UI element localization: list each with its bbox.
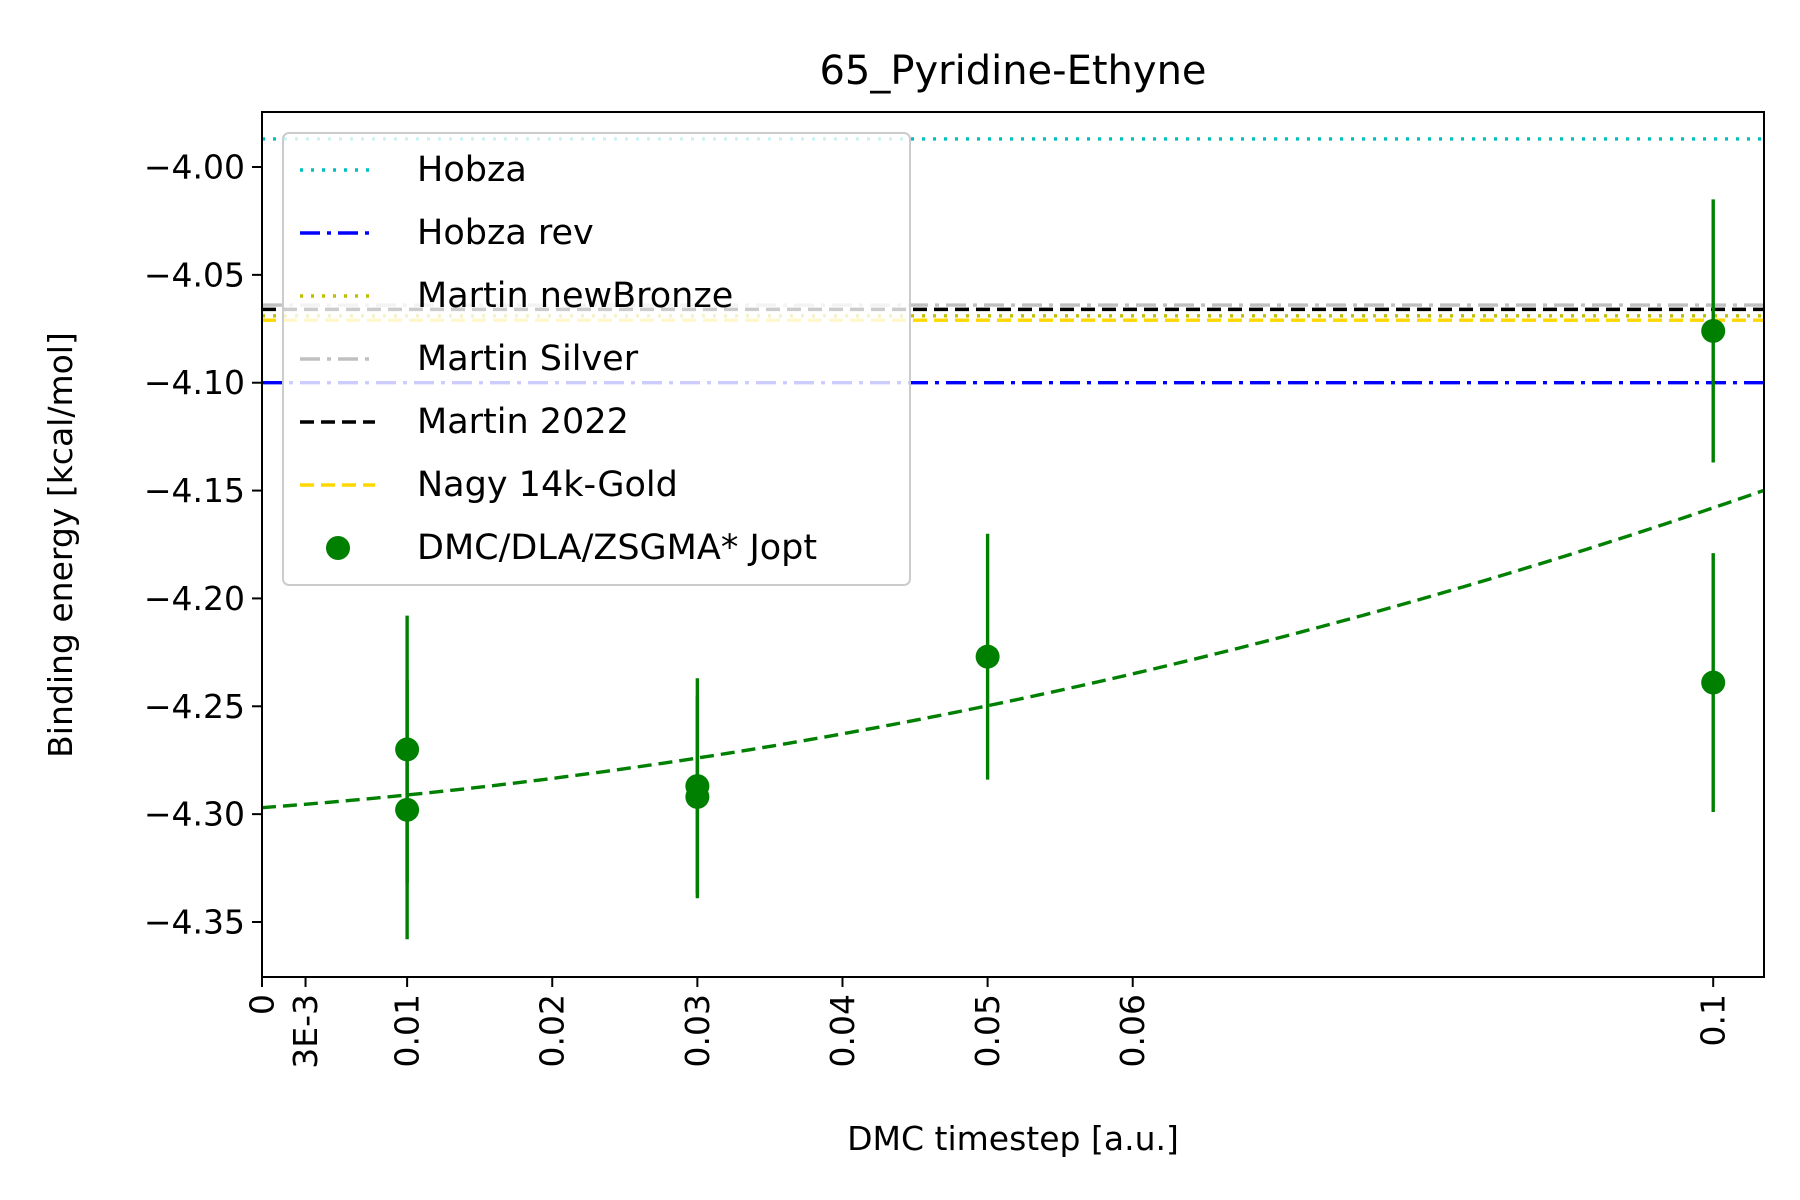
data-point-1 bbox=[395, 797, 420, 822]
plot-area bbox=[262, 137, 1764, 940]
x-tick-label-2: 0.01 bbox=[388, 994, 427, 1067]
y-tick-label-0: −4.00 bbox=[144, 148, 245, 187]
x-axis-label: DMC timestep [a.u.] bbox=[847, 1119, 1179, 1158]
fit-curve bbox=[262, 488, 1764, 810]
y-tick-label-2: −4.10 bbox=[144, 363, 245, 402]
plot-frame bbox=[261, 111, 1765, 978]
legend: Hobza Hobza rev Martin newBronze Martin Sil… bbox=[282, 132, 911, 586]
data-points bbox=[395, 199, 1726, 940]
x-tick-label-0: 0 bbox=[243, 994, 282, 1015]
data-point-4 bbox=[975, 644, 1000, 669]
legend-label-3: Martin Silver bbox=[417, 339, 639, 379]
y-axis-label: Binding energy [kcal/mol] bbox=[41, 332, 80, 758]
x-axis-ticks: 0 3E-3 0.01 0.02 0.03 0.04 0.05 0.06 0.1 bbox=[243, 977, 1733, 1069]
data-point-6 bbox=[1701, 670, 1726, 695]
y-tick-label-7: −4.35 bbox=[144, 902, 245, 941]
legend-label-4: Martin 2022 bbox=[417, 402, 629, 442]
chart-title: 65_Pyridine-Ethyne bbox=[819, 48, 1206, 94]
legend-label-1: Hobza rev bbox=[417, 213, 594, 253]
y-tick-label-1: −4.05 bbox=[144, 255, 245, 294]
y-tick-label-5: −4.25 bbox=[144, 687, 245, 726]
legend-swatch-6 bbox=[326, 536, 350, 560]
legend-label-5: Nagy 14k-Gold bbox=[417, 465, 678, 505]
x-tick-label-1: 3E-3 bbox=[286, 994, 325, 1069]
data-point-3 bbox=[685, 784, 710, 809]
x-tick-label-8: 0.1 bbox=[1694, 994, 1733, 1046]
x-tick-label-3: 0.02 bbox=[533, 994, 572, 1067]
y-tick-label-4: −4.20 bbox=[144, 579, 245, 618]
x-tick-label-6: 0.05 bbox=[968, 994, 1007, 1067]
x-tick-label-4: 0.03 bbox=[678, 994, 717, 1067]
legend-label-2: Martin newBronze bbox=[417, 276, 733, 316]
legend-label-0: Hobza bbox=[417, 150, 527, 190]
y-tick-label-3: −4.15 bbox=[144, 471, 245, 510]
reference-lines bbox=[262, 137, 1764, 385]
x-tick-label-5: 0.04 bbox=[823, 994, 862, 1067]
legend-box bbox=[282, 132, 911, 586]
data-point-5 bbox=[1701, 318, 1726, 343]
x-tick-label-7: 0.06 bbox=[1113, 994, 1152, 1067]
y-axis-ticks: −4.00 −4.05 −4.10 −4.15 −4.20 −4.25 −4.30 −4.35 bbox=[144, 148, 262, 941]
legend-label-6: DMC/DLA/ZSGMA* Jopt bbox=[417, 528, 817, 568]
fit-layer bbox=[262, 488, 1764, 810]
y-tick-label-6: −4.30 bbox=[144, 795, 245, 834]
